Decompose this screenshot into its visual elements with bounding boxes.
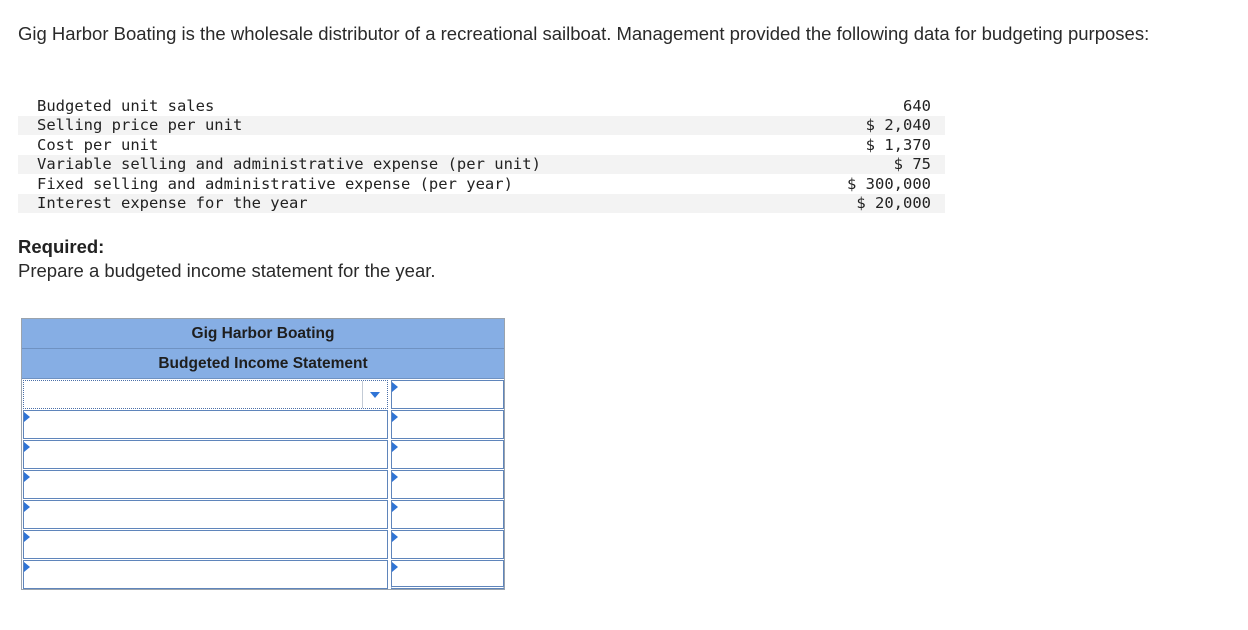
statement-row xyxy=(22,499,504,529)
statement-row xyxy=(22,559,504,589)
statement-row xyxy=(22,469,504,499)
data-row-value: $ 75 xyxy=(893,155,931,174)
data-row-label: Fixed selling and administrative expense… xyxy=(37,174,513,193)
input-marker-icon xyxy=(24,562,30,572)
data-row: Interest expense for the year $ 20,000 xyxy=(18,193,945,213)
data-row: Fixed selling and administrative expense… xyxy=(18,174,945,194)
amount-input[interactable] xyxy=(391,440,504,469)
statement-title: Budgeted Income Statement xyxy=(22,349,504,379)
statement-row xyxy=(22,409,504,439)
problem-intro: Gig Harbor Boating is the wholesale dist… xyxy=(18,23,1150,44)
data-row-value: 640 xyxy=(903,96,931,115)
input-marker-icon xyxy=(392,502,398,512)
data-row: Selling price per unit $ 2,040 xyxy=(18,115,945,135)
dropdown-button[interactable] xyxy=(362,381,387,408)
input-marker-icon xyxy=(392,412,398,422)
amount-input[interactable] xyxy=(391,500,504,529)
row-label-dropdown[interactable] xyxy=(23,530,388,559)
data-row: Cost per unit $ 1,370 xyxy=(18,135,945,155)
amount-input[interactable] xyxy=(391,560,504,589)
data-row-value: $ 1,370 xyxy=(865,135,931,154)
row-label-dropdown[interactable] xyxy=(23,560,388,589)
input-marker-icon xyxy=(392,532,398,542)
statement-company-name: Gig Harbor Boating xyxy=(22,319,504,349)
data-row-value: $ 300,000 xyxy=(847,174,931,193)
input-marker-icon xyxy=(24,442,30,452)
data-row-label: Interest expense for the year xyxy=(37,194,308,213)
row-label-dropdown[interactable] xyxy=(23,470,388,499)
input-marker-icon xyxy=(392,562,398,572)
data-row-value: $ 20,000 xyxy=(856,194,931,213)
data-row-label: Cost per unit xyxy=(37,135,159,154)
required-heading: Required: xyxy=(18,236,105,257)
row-label-dropdown[interactable] xyxy=(23,410,388,439)
statement-row xyxy=(22,379,504,409)
statement-row xyxy=(22,439,504,469)
input-marker-icon xyxy=(24,472,30,482)
data-row-value: $ 2,040 xyxy=(865,116,931,135)
amount-input[interactable] xyxy=(391,470,504,499)
row-label-dropdown[interactable] xyxy=(23,380,388,409)
amount-input[interactable] xyxy=(391,530,504,559)
input-marker-icon xyxy=(24,532,30,542)
row-label-dropdown[interactable] xyxy=(23,500,388,529)
required-text: Prepare a budgeted income statement for … xyxy=(18,260,436,281)
chevron-down-icon xyxy=(370,392,380,398)
input-marker-icon xyxy=(392,472,398,482)
given-data-table: Budgeted unit sales 640 Selling price pe… xyxy=(18,96,945,213)
data-row: Budgeted unit sales 640 xyxy=(18,96,945,116)
data-row: Variable selling and administrative expe… xyxy=(18,154,945,174)
input-marker-icon xyxy=(24,502,30,512)
amount-input[interactable] xyxy=(391,410,504,439)
input-marker-icon xyxy=(24,412,30,422)
row-label-dropdown[interactable] xyxy=(23,440,388,469)
data-row-label: Budgeted unit sales xyxy=(37,96,215,115)
input-marker-icon xyxy=(392,442,398,452)
income-statement-worksheet: Gig Harbor Boating Budgeted Income State… xyxy=(21,318,505,590)
data-row-label: Variable selling and administrative expe… xyxy=(37,155,541,174)
statement-row xyxy=(22,529,504,559)
input-marker-icon xyxy=(392,382,398,392)
amount-input[interactable] xyxy=(391,380,504,409)
data-row-label: Selling price per unit xyxy=(37,116,243,135)
